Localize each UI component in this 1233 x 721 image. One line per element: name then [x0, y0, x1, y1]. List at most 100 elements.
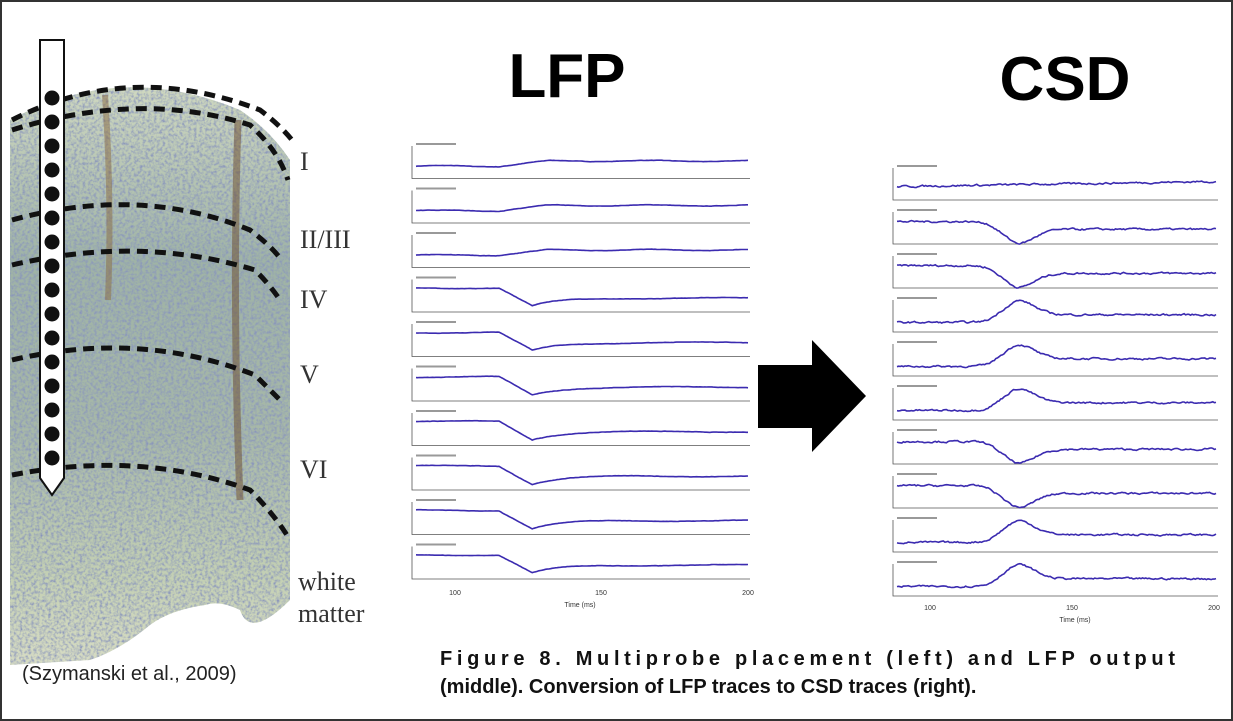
- trace-frame: [892, 432, 1218, 465]
- trace-frame: [411, 546, 750, 580]
- trace: [896, 388, 1217, 413]
- trace-label: [416, 276, 456, 279]
- x-tick-label: 150: [1066, 605, 1078, 612]
- trace-frame: [411, 502, 750, 535]
- trace-frame: [411, 279, 750, 313]
- trace-frame: [892, 564, 1218, 597]
- trace: [415, 203, 748, 213]
- layer-label: II/III: [300, 225, 351, 254]
- trace-label: [897, 253, 937, 255]
- x-tick-label: 150: [595, 590, 607, 597]
- probe-contact: [44, 162, 60, 178]
- trace: [415, 331, 749, 351]
- probe-contact: [44, 234, 60, 250]
- trace: [896, 439, 1217, 465]
- trace-label: [897, 341, 937, 343]
- trace-frame: [892, 476, 1218, 509]
- csd-title: CSD: [1000, 45, 1131, 114]
- trace-label: [416, 187, 456, 190]
- probe-contact: [44, 426, 60, 442]
- trace-frame: [411, 235, 750, 268]
- probe-contact: [44, 378, 60, 394]
- trace: [415, 554, 749, 574]
- vessel: [231, 119, 244, 501]
- probe-contact: [44, 210, 60, 226]
- trace-frame: [892, 344, 1218, 377]
- trace-frame: [892, 212, 1218, 245]
- probe-contact: [44, 330, 60, 346]
- trace-label: [897, 297, 937, 299]
- trace: [896, 344, 1217, 369]
- x-tick-label: 200: [1208, 605, 1220, 612]
- trace-label: [897, 473, 937, 475]
- trace-label: [897, 561, 937, 563]
- trace: [415, 375, 749, 396]
- trace: [415, 248, 748, 257]
- layer-label: V: [300, 360, 319, 389]
- x-tick-label: 100: [449, 590, 461, 597]
- trace-frame: [411, 457, 750, 491]
- lfp-title: LFP: [508, 42, 625, 111]
- trace-frame: [892, 388, 1218, 421]
- trace-label: [897, 165, 937, 167]
- trace-label: [416, 143, 456, 145]
- trace: [896, 180, 1217, 189]
- trace: [415, 159, 749, 168]
- trace-frame: [411, 146, 750, 179]
- trace: [896, 519, 1217, 545]
- probe-contact: [44, 450, 60, 466]
- trace-label: [897, 209, 937, 211]
- x-tick-label: 100: [924, 605, 936, 612]
- trace-label: [416, 499, 456, 501]
- trace-label: [416, 365, 456, 368]
- trace: [415, 464, 749, 486]
- trace: [897, 219, 1217, 245]
- arrow: [758, 340, 866, 452]
- csd-traces: [892, 165, 1218, 597]
- trace: [896, 263, 1217, 289]
- trace-label: [416, 543, 456, 546]
- trace: [416, 419, 748, 441]
- trace-frame: [892, 520, 1218, 553]
- trace-frame: [411, 190, 750, 224]
- trace-frame: [411, 413, 750, 446]
- trace: [896, 562, 1217, 589]
- trace-frame: [411, 368, 750, 402]
- trace-label: [897, 385, 937, 387]
- x-tick-label: 200: [742, 590, 754, 597]
- white-matter-label: matter: [298, 599, 365, 628]
- x-axis-label: Time (ms): [564, 602, 595, 609]
- trace: [416, 287, 749, 307]
- layer-label: I: [300, 147, 309, 176]
- layer-label: VI: [300, 455, 327, 484]
- trace: [896, 299, 1217, 325]
- trace-frame: [892, 300, 1218, 333]
- trace-label: [416, 454, 456, 457]
- trace: [415, 508, 749, 530]
- layer-boundaries: [10, 84, 294, 542]
- trace-frame: [411, 324, 750, 357]
- caption-line: (middle). Conversion of LFP traces to CS…: [440, 676, 976, 698]
- citation: (Szymanski et al., 2009): [22, 663, 237, 685]
- probe-contact: [44, 282, 60, 298]
- probe-contact: [44, 186, 60, 202]
- probe-contact: [44, 138, 60, 154]
- probe-contact: [44, 258, 60, 274]
- probe-contact: [44, 90, 60, 106]
- trace-label: [416, 410, 456, 412]
- probe-contact: [44, 114, 60, 130]
- probe-contact: [44, 402, 60, 418]
- trace-label: [416, 232, 456, 234]
- probe-contact: [44, 354, 60, 370]
- histology-image: [10, 87, 290, 666]
- vessel: [102, 94, 113, 301]
- white-matter-label: white: [298, 567, 356, 596]
- trace: [896, 483, 1217, 509]
- probe-contact: [44, 306, 60, 322]
- trace-label: [897, 517, 937, 519]
- trace-label: [897, 429, 937, 431]
- lfp-traces: [411, 143, 750, 580]
- probe: [39, 39, 65, 497]
- layer-label: IV: [300, 285, 328, 314]
